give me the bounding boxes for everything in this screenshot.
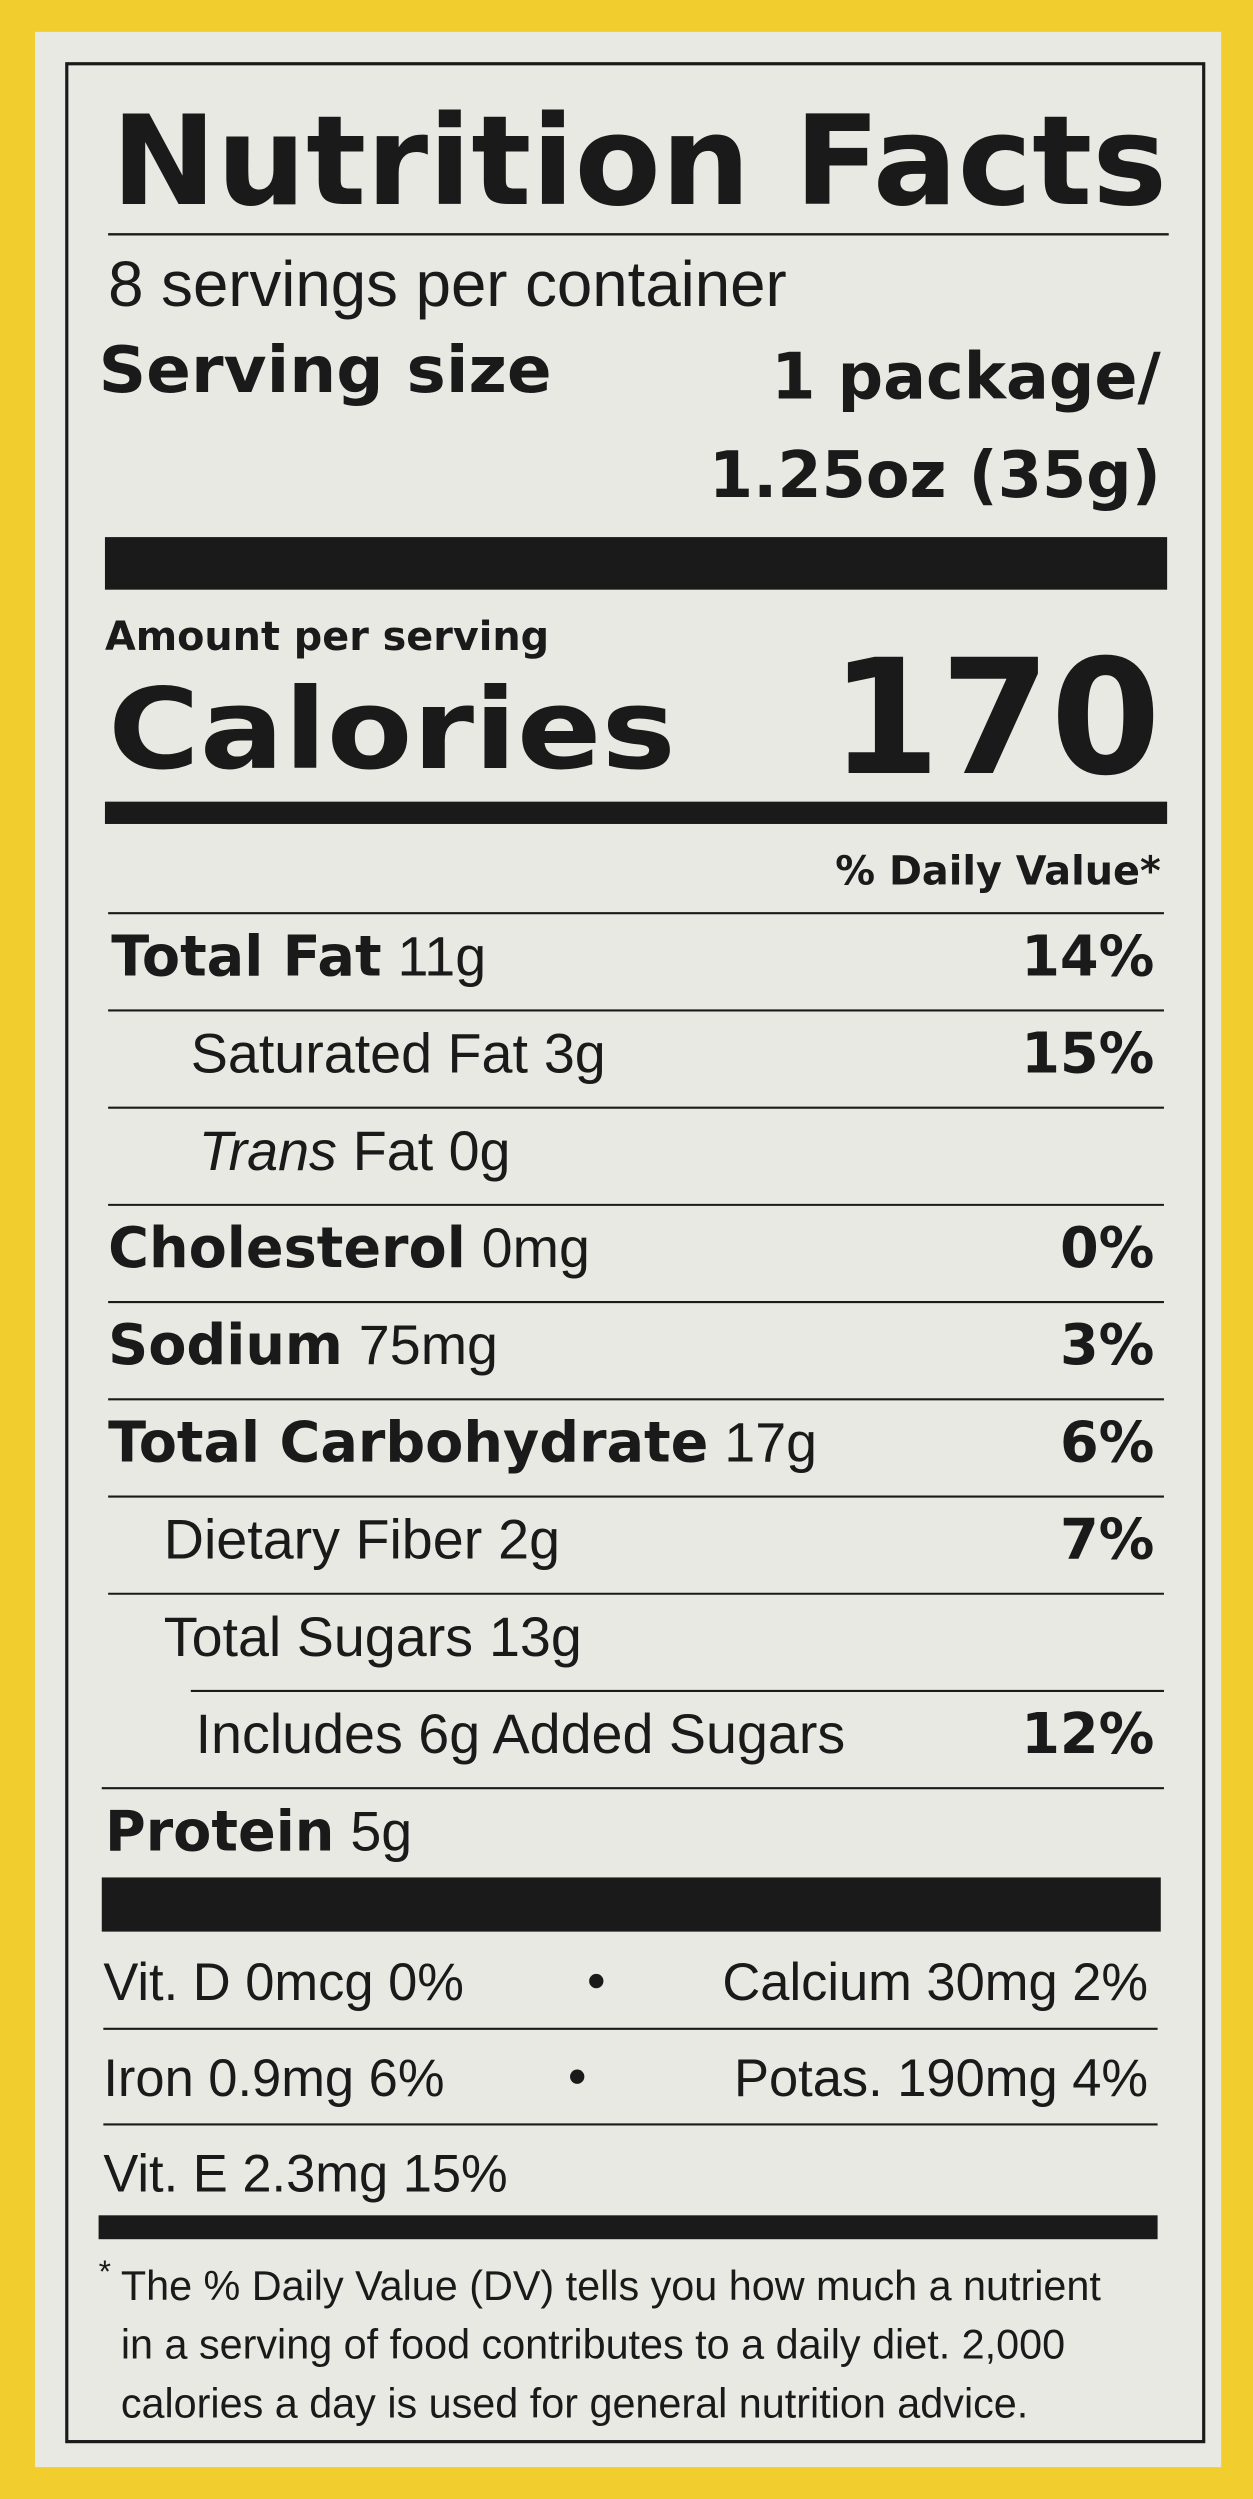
thick-bar — [104, 537, 1168, 590]
nutrient-amount: 75mg — [359, 1314, 498, 1376]
amount-per-serving: Amount per serving — [105, 614, 549, 660]
label-panel — [34, 31, 1222, 2468]
footnote-mark: * — [99, 2253, 111, 2289]
servings: 8 servings per container — [108, 249, 787, 320]
vitamin-left: Vit. D 0mcg 0% — [103, 1953, 464, 2012]
nutrient-row: Total Fat 11g — [111, 924, 486, 989]
vitamin-right: Potas. 190mg 4% — [734, 2049, 1148, 2108]
nutrient-amount: 2g — [498, 1509, 560, 1571]
nutrient-dv: 12% — [1021, 1702, 1154, 1767]
label-border — [65, 62, 1206, 2444]
footnote-line: calories a day is used for general nutri… — [121, 2381, 1028, 2427]
nutrient-row: Protein 5g — [105, 1799, 412, 1864]
nutrient-dv: 15% — [1021, 1022, 1154, 1087]
nutrient-name: Total Fat — [111, 924, 381, 989]
bullet — [589, 1973, 604, 1989]
nutrient-dv: 6% — [1060, 1410, 1154, 1475]
vitamin-left: Vit. E 2.3mg 15% — [103, 2144, 507, 2203]
nutrient-amount: Fat 0g — [353, 1120, 511, 1182]
nutrient-row: Dietary Fiber 2g — [164, 1509, 560, 1571]
nutrient-dv: 7% — [1060, 1508, 1154, 1573]
vitamin-right: Calcium 30mg 2% — [722, 1953, 1148, 2012]
medium-bar — [104, 801, 1168, 824]
nutrient-amount: 3g — [544, 1023, 606, 1085]
thick-bar — [101, 1877, 1161, 1932]
nutrient-name: Total Sugars — [164, 1606, 473, 1668]
title: Nutrition Facts — [111, 90, 1167, 234]
nutrient-amount: 0mg — [482, 1217, 590, 1279]
nutrient-dv: 14% — [1021, 924, 1154, 989]
nutrient-row: Includes 6g Added Sugars — [196, 1703, 846, 1765]
footnote-line: in a serving of food contributes to a da… — [121, 2322, 1065, 2368]
nutrient-name: Trans — [199, 1120, 337, 1182]
nutrient-row: Sodium 75mg — [108, 1313, 498, 1378]
nutrient-row: Trans Fat 0g — [199, 1120, 511, 1182]
footnote-line: The % Daily Value (DV) tells you how muc… — [121, 2263, 1102, 2309]
nutrient-name: Protein — [105, 1799, 334, 1864]
nutrient-amount: 11g — [397, 925, 486, 987]
nutrient-name: Sodium — [108, 1313, 343, 1378]
calories-value: 170 — [830, 625, 1161, 811]
nutrient-amount: 13g — [489, 1606, 582, 1668]
nutrient-name: Total Carbohydrate — [108, 1410, 708, 1475]
bullet — [570, 2069, 585, 2084]
calories-label: Calories — [108, 666, 676, 795]
nutrient-name: Cholesterol — [108, 1216, 466, 1281]
daily-value-header: % Daily Value* — [835, 848, 1160, 894]
content: Nutrition Facts 8 servings per container S… — [99, 90, 1168, 2427]
nutrient-name: Saturated Fat — [191, 1023, 529, 1085]
nutrient-row: Cholesterol 0mg — [108, 1216, 590, 1281]
nutrient-name: Includes 6g Added Sugars — [196, 1703, 846, 1765]
nutrient-dv: 3% — [1060, 1313, 1154, 1378]
serving-size-label: Serving size — [99, 334, 552, 408]
nutrient-row: Saturated Fat 3g — [191, 1023, 606, 1085]
nutrient-row: Total Sugars 13g — [164, 1606, 582, 1668]
vitamin-left: Iron 0.9mg 6% — [103, 2049, 444, 2108]
nutrient-amount: 5g — [350, 1800, 412, 1862]
nutrient-amount: 17g — [724, 1411, 817, 1473]
serving-size-value: 1.25oz (35g) — [709, 439, 1161, 513]
serving-size-value: 1 package/ — [771, 340, 1161, 414]
nutrient-dv: 0% — [1060, 1216, 1154, 1281]
nutrient-row: Total Carbohydrate 17g — [108, 1410, 817, 1475]
medium-bar — [98, 2215, 1158, 2240]
nutrient-name: Dietary Fiber — [164, 1509, 482, 1571]
